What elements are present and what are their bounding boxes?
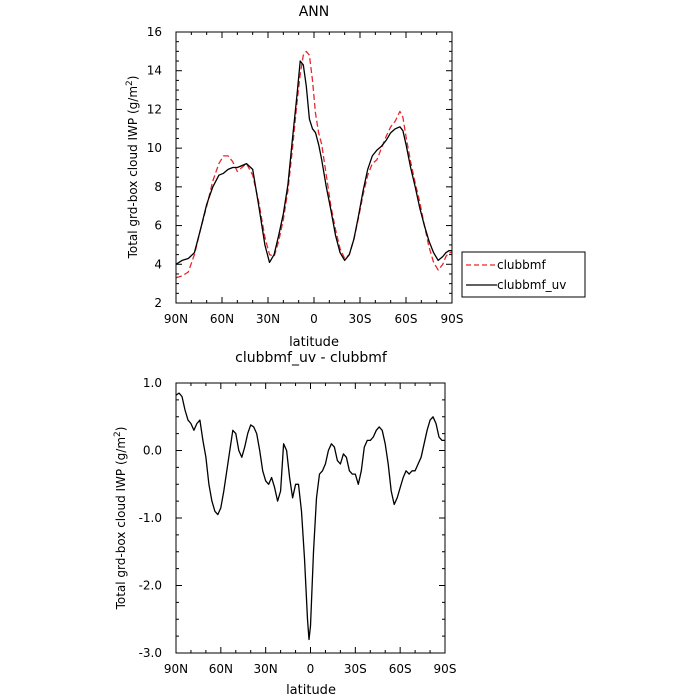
bottom-x-tick-label: 90N (164, 662, 188, 676)
top-x-tick-label: 90N (164, 312, 188, 326)
top-x-tick-label: 90S (441, 312, 464, 326)
top-series-line-clubbmf (175, 50, 452, 279)
top-x-tick-label: 60S (395, 312, 418, 326)
bottom-x-tick-label: 0 (307, 662, 315, 676)
bottom-x-tick-label: 90S (434, 662, 457, 676)
top-x-tick-label: 0 (310, 312, 318, 326)
bottom-x-tick-label: 30N (254, 662, 278, 676)
legend-box (461, 251, 586, 298)
top-ylabel-close: ) (126, 76, 140, 81)
bottom-y-tick-label: 1.0 (143, 376, 162, 390)
bottom-ylabel-sup: 2 (113, 431, 123, 437)
bottom-chart-title: clubbmf_uv - clubbmf (235, 350, 388, 366)
top-chart-title: ANN (299, 4, 330, 20)
legend-label-clubbmf: clubbmf (497, 258, 546, 272)
top-x-tick-label: 30S (349, 312, 372, 326)
top-y-tick-label: 8 (154, 180, 162, 194)
bottom-x-tick-label: 60N (209, 662, 233, 676)
top-series-line-clubbmf-uv (175, 60, 452, 265)
bottom-series-lines (175, 392, 445, 641)
top-y-tick-label: 4 (154, 257, 162, 271)
bottom-y-tick-label: -1.0 (139, 511, 162, 525)
top-y-tick-label: 10 (147, 141, 162, 155)
bottom-series-line-0 (175, 392, 445, 641)
bottom-x-tick-label: 60S (389, 662, 412, 676)
top-x-tick-label: 30N (256, 312, 280, 326)
top-series-lines (175, 50, 452, 279)
top-axis-ticks: 90N 60N 30N 0 30S 60S 90S 2 4 6 8 10 12 14 16 (147, 25, 464, 326)
bottom-ylabel: Total grd-box cloud IWP (g/m2) (113, 427, 128, 611)
top-y-tick-label: 16 (147, 25, 162, 39)
bottom-y-tick-label: 0.0 (143, 444, 162, 458)
top-y-tick-label: 6 (154, 219, 162, 233)
top-y-tick-label: 12 (147, 102, 162, 116)
bottom-ylabel-main: Total grd-box cloud IWP (g/m (114, 437, 128, 610)
top-x-tick-label: 60N (210, 312, 234, 326)
top-panel: ANN Total grd-box cloud IWP (g/m2) latit… (125, 4, 463, 350)
legend: clubbmf clubbmf_uv (461, 251, 586, 298)
bottom-ylabel-close: ) (114, 427, 128, 432)
bottom-x-tick-label: 30S (344, 662, 367, 676)
bottom-axis-ticks: 90N 60N 30N 0 30S 60S 90S -3.0 -2.0 -1.0 0.0 1.0 (139, 376, 457, 676)
bottom-y-tick-label: -3.0 (139, 646, 162, 660)
top-y-tick-label: 2 (154, 296, 162, 310)
bottom-plot-frame (175, 382, 446, 654)
top-ylabel: Total grd-box cloud IWP (g/m2) (125, 76, 140, 260)
top-plot-frame (175, 31, 453, 304)
top-y-tick-label: 14 (147, 64, 162, 78)
top-xlabel: latitude (289, 335, 339, 350)
bottom-y-tick-label: -2.0 (139, 579, 162, 593)
bottom-panel: clubbmf_uv - clubbmf Total grd-box cloud… (113, 350, 456, 698)
bottom-xlabel: latitude (286, 683, 336, 698)
top-ylabel-main: Total grd-box cloud IWP (g/m (126, 86, 140, 259)
legend-label-clubbmf-uv: clubbmf_uv (497, 278, 566, 292)
top-ylabel-sup: 2 (125, 80, 135, 86)
